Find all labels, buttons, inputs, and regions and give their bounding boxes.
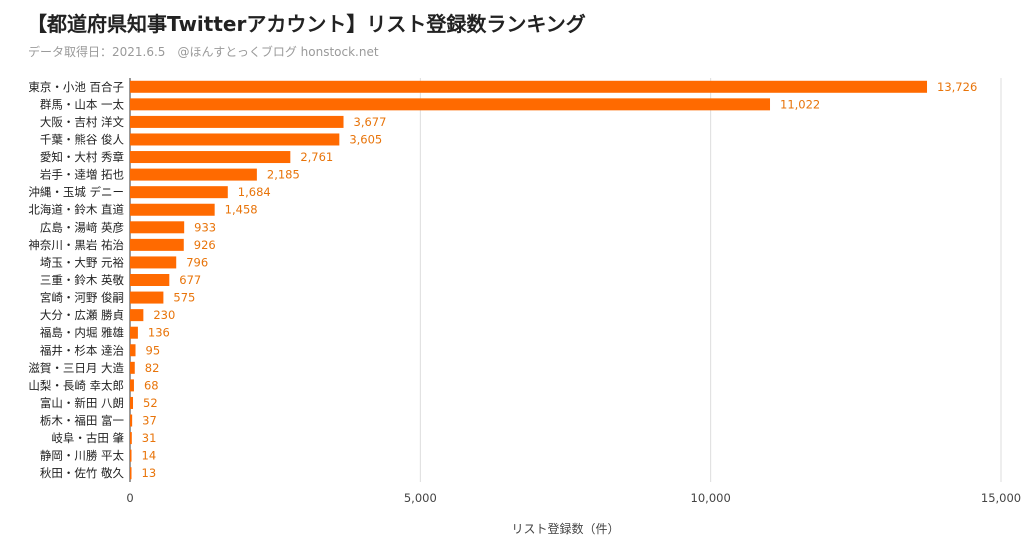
category-label: 愛知・大村 秀章 bbox=[40, 150, 124, 164]
data-label: 37 bbox=[142, 414, 157, 428]
data-label: 31 bbox=[142, 431, 157, 445]
bar bbox=[130, 326, 138, 339]
category-label: 滋賀・三日月 大造 bbox=[28, 361, 124, 375]
data-label: 52 bbox=[143, 396, 158, 410]
data-label: 68 bbox=[144, 378, 159, 392]
bar bbox=[130, 414, 133, 427]
category-label: 神奈川・黒岩 祐治 bbox=[28, 238, 124, 252]
category-label: 岐阜・古田 肇 bbox=[51, 431, 124, 445]
data-label: 677 bbox=[179, 273, 201, 287]
bar bbox=[130, 238, 184, 251]
category-label: 静岡・川勝 平太 bbox=[40, 449, 125, 463]
bar bbox=[130, 133, 340, 146]
data-label: 926 bbox=[194, 238, 216, 252]
bar bbox=[130, 432, 132, 445]
bar bbox=[130, 291, 164, 304]
bar bbox=[130, 203, 215, 216]
data-label: 933 bbox=[194, 220, 216, 234]
bar bbox=[130, 344, 136, 357]
bar bbox=[130, 98, 771, 111]
x-axis-label: リスト登録数（件） bbox=[511, 521, 619, 536]
bar bbox=[130, 396, 134, 409]
chart-subtitle: データ取得日：2021.6.5 @ほんすとっくブログ honstock.net bbox=[28, 45, 379, 59]
category-label: 富山・新田 八朗 bbox=[40, 396, 124, 410]
category-label: 広島・湯﨑 英彦 bbox=[40, 220, 124, 234]
data-label: 2,185 bbox=[267, 168, 300, 182]
bar bbox=[130, 361, 135, 374]
data-label: 230 bbox=[153, 308, 175, 322]
category-label: 岩手・達増 拓也 bbox=[40, 168, 124, 182]
chart-title: 【都道府県知事Twitterアカウント】リスト登録数ランキング bbox=[27, 12, 586, 36]
data-label: 2,761 bbox=[300, 150, 333, 164]
bar bbox=[130, 309, 144, 322]
x-tick-label: 15,000 bbox=[981, 491, 1021, 505]
category-label: 大分・広瀬 勝貞 bbox=[40, 308, 124, 322]
category-label: 福井・杉本 達治 bbox=[40, 343, 124, 357]
x-tick-label: 0 bbox=[126, 491, 133, 505]
category-label: 北海道・鈴木 直道 bbox=[28, 203, 124, 217]
x-tick-label: 10,000 bbox=[691, 491, 731, 505]
data-label: 14 bbox=[142, 449, 157, 463]
bar bbox=[130, 186, 228, 199]
bar bbox=[130, 256, 177, 269]
data-label: 1,684 bbox=[238, 185, 271, 199]
category-label: 埼玉・大野 元裕 bbox=[40, 255, 125, 269]
category-label: 沖縄・玉城 デニー bbox=[28, 185, 124, 199]
data-label: 3,677 bbox=[354, 115, 387, 129]
data-label: 95 bbox=[146, 343, 161, 357]
category-label: 栃木・福田 富一 bbox=[40, 414, 125, 428]
category-label: 宮崎・河野 俊嗣 bbox=[40, 291, 124, 305]
bar bbox=[130, 449, 132, 462]
bar bbox=[130, 80, 928, 93]
data-label: 11,022 bbox=[780, 97, 820, 111]
bar bbox=[130, 221, 185, 234]
bar bbox=[130, 151, 291, 164]
category-label: 三重・鈴木 英敬 bbox=[40, 273, 125, 287]
category-label: 東京・小池 百合子 bbox=[28, 80, 124, 94]
bar bbox=[130, 168, 257, 181]
data-label: 82 bbox=[145, 361, 160, 375]
data-label: 1,458 bbox=[225, 203, 258, 217]
bar bbox=[130, 467, 132, 480]
category-label: 群馬・山本 一太 bbox=[40, 97, 125, 111]
category-label: 山梨・長崎 幸太郎 bbox=[28, 378, 124, 392]
data-label: 575 bbox=[173, 291, 195, 305]
category-label: 大阪・吉村 洋文 bbox=[40, 115, 125, 129]
category-label: 秋田・佐竹 敬久 bbox=[40, 466, 125, 480]
data-label: 136 bbox=[148, 326, 170, 340]
data-label: 13 bbox=[142, 466, 157, 480]
x-tick-label: 5,000 bbox=[404, 491, 437, 505]
data-label: 3,605 bbox=[349, 132, 382, 146]
data-label: 796 bbox=[186, 255, 208, 269]
bar bbox=[130, 274, 170, 286]
bar bbox=[130, 115, 344, 128]
data-label: 13,726 bbox=[937, 80, 977, 94]
category-label: 福島・内堀 雅雄 bbox=[40, 326, 124, 340]
category-label: 千葉・熊谷 俊人 bbox=[40, 132, 125, 146]
bar bbox=[130, 379, 134, 392]
